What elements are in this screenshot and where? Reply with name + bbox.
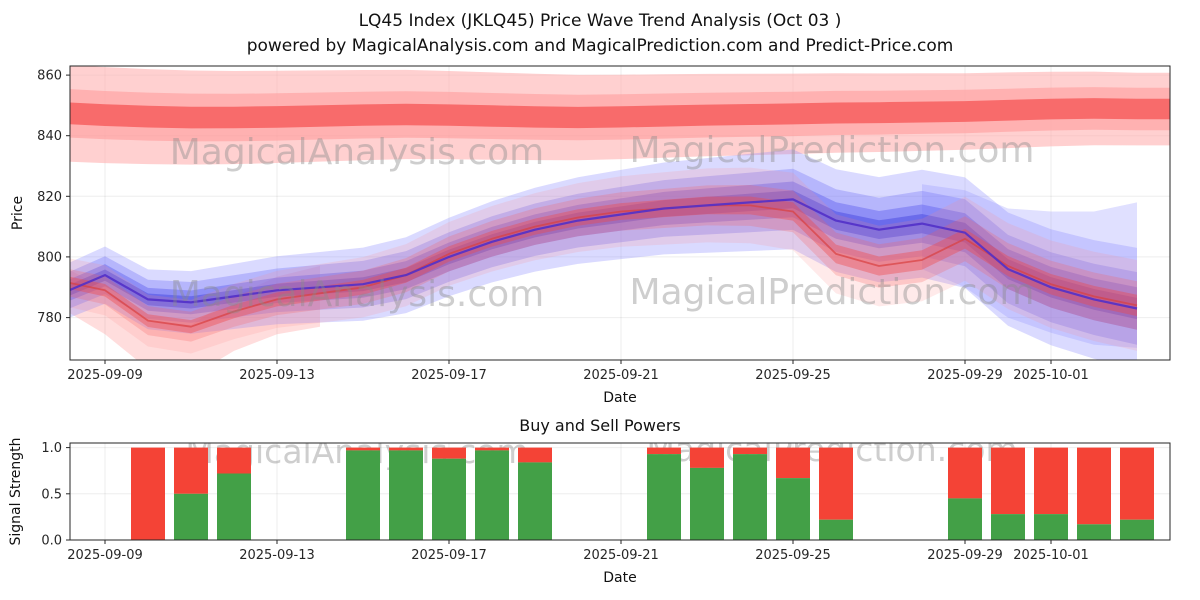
- y-tick-label: 0.0: [41, 534, 62, 549]
- x-tick-label: 2025-10-01: [1013, 368, 1089, 383]
- x-tick-label: 2025-09-29: [927, 368, 1003, 383]
- y-tick-label: 840: [37, 129, 62, 144]
- buy-power-bar: [1120, 519, 1154, 540]
- buy-power-bar: [1034, 514, 1068, 540]
- x-tick-label: 2025-09-13: [239, 368, 315, 383]
- buy-power-bar: [174, 493, 208, 540]
- series-band-blue_center: [70, 149, 1137, 360]
- watermark-row: MagicalAnalysis.com MagicalPrediction.com: [170, 130, 1035, 173]
- y-tick-label: 800: [37, 250, 62, 265]
- buy-power-bar: [776, 478, 810, 540]
- x-tick-label: 2025-09-29: [927, 548, 1003, 563]
- plot-frame: [69, 442, 1171, 541]
- y-tick-label: 820: [37, 190, 62, 205]
- buy-power-bar: [647, 454, 681, 540]
- x-tick-label: 2025-09-17: [411, 548, 487, 563]
- x-tick-label: 2025-09-25: [755, 548, 831, 563]
- buy-power-bar: [432, 458, 466, 540]
- sell-power-bar: [1077, 447, 1111, 525]
- y-axis-title: Signal Strength: [8, 437, 24, 545]
- price-bands: [70, 66, 1170, 360]
- buy-power-bar: [518, 462, 552, 540]
- buy-power-bar: [1077, 524, 1111, 540]
- sell-power-bar: [131, 447, 165, 540]
- series-band-blue_center: [70, 168, 1137, 345]
- sell-power-bar: [776, 447, 810, 479]
- sell-power-bar: [389, 447, 423, 451]
- buy-power-bar: [346, 450, 380, 540]
- buy-power-bar: [475, 450, 509, 540]
- series-band-red_band: [70, 98, 1170, 129]
- x-tick-label: 2025-09-21: [583, 548, 659, 563]
- y-tick-label: 780: [37, 311, 62, 326]
- sell-power-bar: [733, 447, 767, 455]
- series-line-blue_center: [70, 198, 1138, 310]
- watermark-analysis: MagicalAnalysis.com: [170, 274, 544, 315]
- x-tick-label: 2025-09-09: [67, 548, 143, 563]
- axis-labels: 0.0 0.5 1.0 2025-09-09 2025-09-13 2025-09-17 2…: [41, 441, 1088, 563]
- sell-power-bar: [475, 447, 509, 451]
- sell-power-bar: [432, 447, 466, 459]
- watermark-analysis: MagicalAnalysis.com: [170, 132, 544, 173]
- x-axis-title: Date: [603, 390, 636, 406]
- power-bars: [131, 447, 1154, 540]
- y-tick-label: 1.0: [41, 441, 62, 456]
- series-band-red_fan: [70, 196, 1137, 334]
- title-block: LQ45 Index (JKLQ45) Price Wave Trend Ana…: [0, 9, 1200, 59]
- sell-power-bar: [647, 447, 681, 455]
- buy-power-bar: [819, 519, 853, 540]
- watermark-prediction: MagicalPrediction.com: [630, 130, 1035, 171]
- buy-power-bar: [389, 450, 423, 540]
- series-band-red_fan: [70, 167, 1137, 354]
- sell-power-bar: [1120, 447, 1154, 520]
- price-wave-chart: MagicalAnalysis.com MagicalPrediction.com…: [10, 65, 1171, 406]
- y-tick-label: 0.5: [41, 487, 62, 502]
- series-band-red_fan: [70, 185, 1137, 342]
- sell-power-bar: [991, 447, 1025, 515]
- sell-power-bar: [346, 447, 380, 451]
- page-subtitle: powered by MagicalAnalysis.com and Magic…: [246, 36, 954, 56]
- buy-power-bar: [991, 514, 1025, 540]
- series-band-blue_right_drop: [922, 184, 1137, 348]
- axis-labels: 780 800 820 840 860 2025-09-09 2025-09-13 2025-…: [37, 69, 1089, 383]
- sell-power-bar: [217, 447, 251, 474]
- x-tick-label: 2025-09-09: [67, 368, 143, 383]
- series-line-red_fan: [70, 204, 1138, 328]
- y-axis-title: Price: [10, 196, 26, 230]
- sell-power-bar: [518, 447, 552, 463]
- x-tick-label: 2025-09-13: [239, 548, 315, 563]
- x-tick-label: 2025-09-21: [583, 368, 659, 383]
- buy-power-bar: [217, 473, 251, 540]
- sell-power-bar: [174, 447, 208, 494]
- buy-power-bar: [948, 498, 982, 540]
- buy-sell-powers-title: Buy and Sell Powers: [519, 416, 681, 435]
- watermark-prediction: MagicalPrediction.com: [630, 272, 1035, 313]
- x-axis-title: Date: [603, 570, 636, 586]
- buy-power-bar: [733, 454, 767, 540]
- buy-power-bar: [690, 467, 724, 540]
- x-tick-label: 2025-09-17: [411, 368, 487, 383]
- y-tick-label: 860: [37, 69, 62, 84]
- sell-power-bar: [1034, 447, 1068, 515]
- watermark-row: MagicalAnalysis.com MagicalPrediction.com: [170, 272, 1035, 315]
- buy-sell-powers-chart: MagicalAnalysis.comMagicalPrediction.com…: [8, 437, 1171, 586]
- page-title: LQ45 Index (JKLQ45) Price Wave Trend Ana…: [358, 11, 842, 31]
- sell-power-bar: [819, 447, 853, 520]
- plot-frame: [69, 65, 1171, 361]
- sell-power-bar: [690, 447, 724, 468]
- x-tick-label: 2025-09-25: [755, 368, 831, 383]
- sell-power-bar: [948, 447, 982, 499]
- x-tick-label: 2025-10-01: [1013, 548, 1089, 563]
